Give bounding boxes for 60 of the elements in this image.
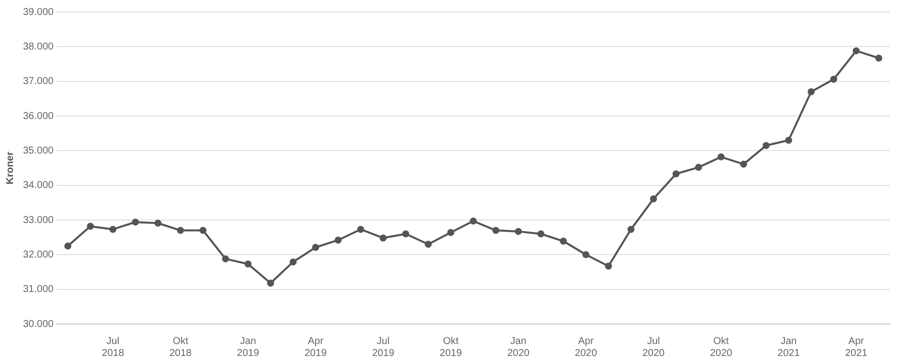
point bbox=[290, 258, 297, 266]
point bbox=[380, 234, 387, 242]
point bbox=[64, 242, 72, 250]
point bbox=[537, 230, 544, 238]
point bbox=[424, 240, 432, 248]
point bbox=[176, 226, 184, 234]
point bbox=[470, 218, 477, 225]
y-tick-label: 31.000 bbox=[22, 284, 54, 296]
point bbox=[357, 226, 364, 233]
x-tick-label: Okt 2019 bbox=[440, 336, 462, 359]
point bbox=[492, 226, 500, 234]
y-tick-label: 38.000 bbox=[22, 41, 54, 52]
y-tick-label: 36.000 bbox=[22, 110, 54, 122]
y-tick-label: 35.000 bbox=[22, 145, 54, 156]
point bbox=[86, 222, 94, 230]
point bbox=[334, 236, 342, 244]
x-tick-label: Okt 2020 bbox=[710, 336, 733, 359]
point bbox=[222, 255, 230, 262]
point bbox=[740, 160, 748, 168]
point bbox=[695, 164, 702, 171]
y-tick-label: 33.000 bbox=[22, 214, 54, 226]
x-tick-label: Jan 2020 bbox=[507, 336, 530, 359]
point bbox=[785, 136, 792, 144]
point bbox=[312, 244, 320, 251]
y-tick-label: 30.000 bbox=[22, 318, 54, 330]
x-tick-label: Jan 2021 bbox=[778, 336, 800, 359]
point bbox=[808, 88, 815, 96]
x-tick-label: Apr 2020 bbox=[574, 336, 598, 359]
x-tick-label: Jul 2018 bbox=[102, 336, 124, 359]
x-tick-label: Jul 2020 bbox=[642, 336, 666, 359]
point bbox=[627, 226, 634, 233]
x-tick-label: Apr 2021 bbox=[845, 336, 868, 359]
point bbox=[560, 238, 567, 245]
y-tick-label: 37.000 bbox=[22, 76, 54, 88]
y-tick-label: 32.000 bbox=[22, 249, 54, 260]
point bbox=[604, 262, 612, 270]
x-tick-label: Jul 2019 bbox=[372, 336, 395, 359]
point bbox=[582, 251, 590, 258]
point bbox=[199, 226, 206, 234]
point bbox=[447, 228, 454, 236]
point bbox=[154, 220, 162, 227]
y-tick-label: 34.000 bbox=[22, 180, 54, 192]
point bbox=[762, 142, 770, 149]
point bbox=[402, 230, 410, 238]
x-tick-label: Apr 2019 bbox=[304, 336, 328, 359]
point bbox=[132, 218, 139, 226]
point bbox=[672, 170, 680, 178]
point bbox=[830, 76, 838, 83]
point bbox=[109, 226, 116, 233]
point bbox=[267, 280, 274, 287]
point bbox=[718, 153, 725, 160]
x-tick-label: Jan 2019 bbox=[236, 336, 260, 359]
y-axis-title: Kroner bbox=[4, 152, 16, 184]
x-tick-label: Okt 2018 bbox=[169, 336, 192, 359]
point bbox=[875, 54, 882, 62]
point bbox=[852, 47, 860, 54]
y-tick-label: 39.000 bbox=[22, 6, 54, 18]
point bbox=[650, 195, 657, 202]
point bbox=[244, 260, 252, 268]
point bbox=[514, 228, 522, 235]
